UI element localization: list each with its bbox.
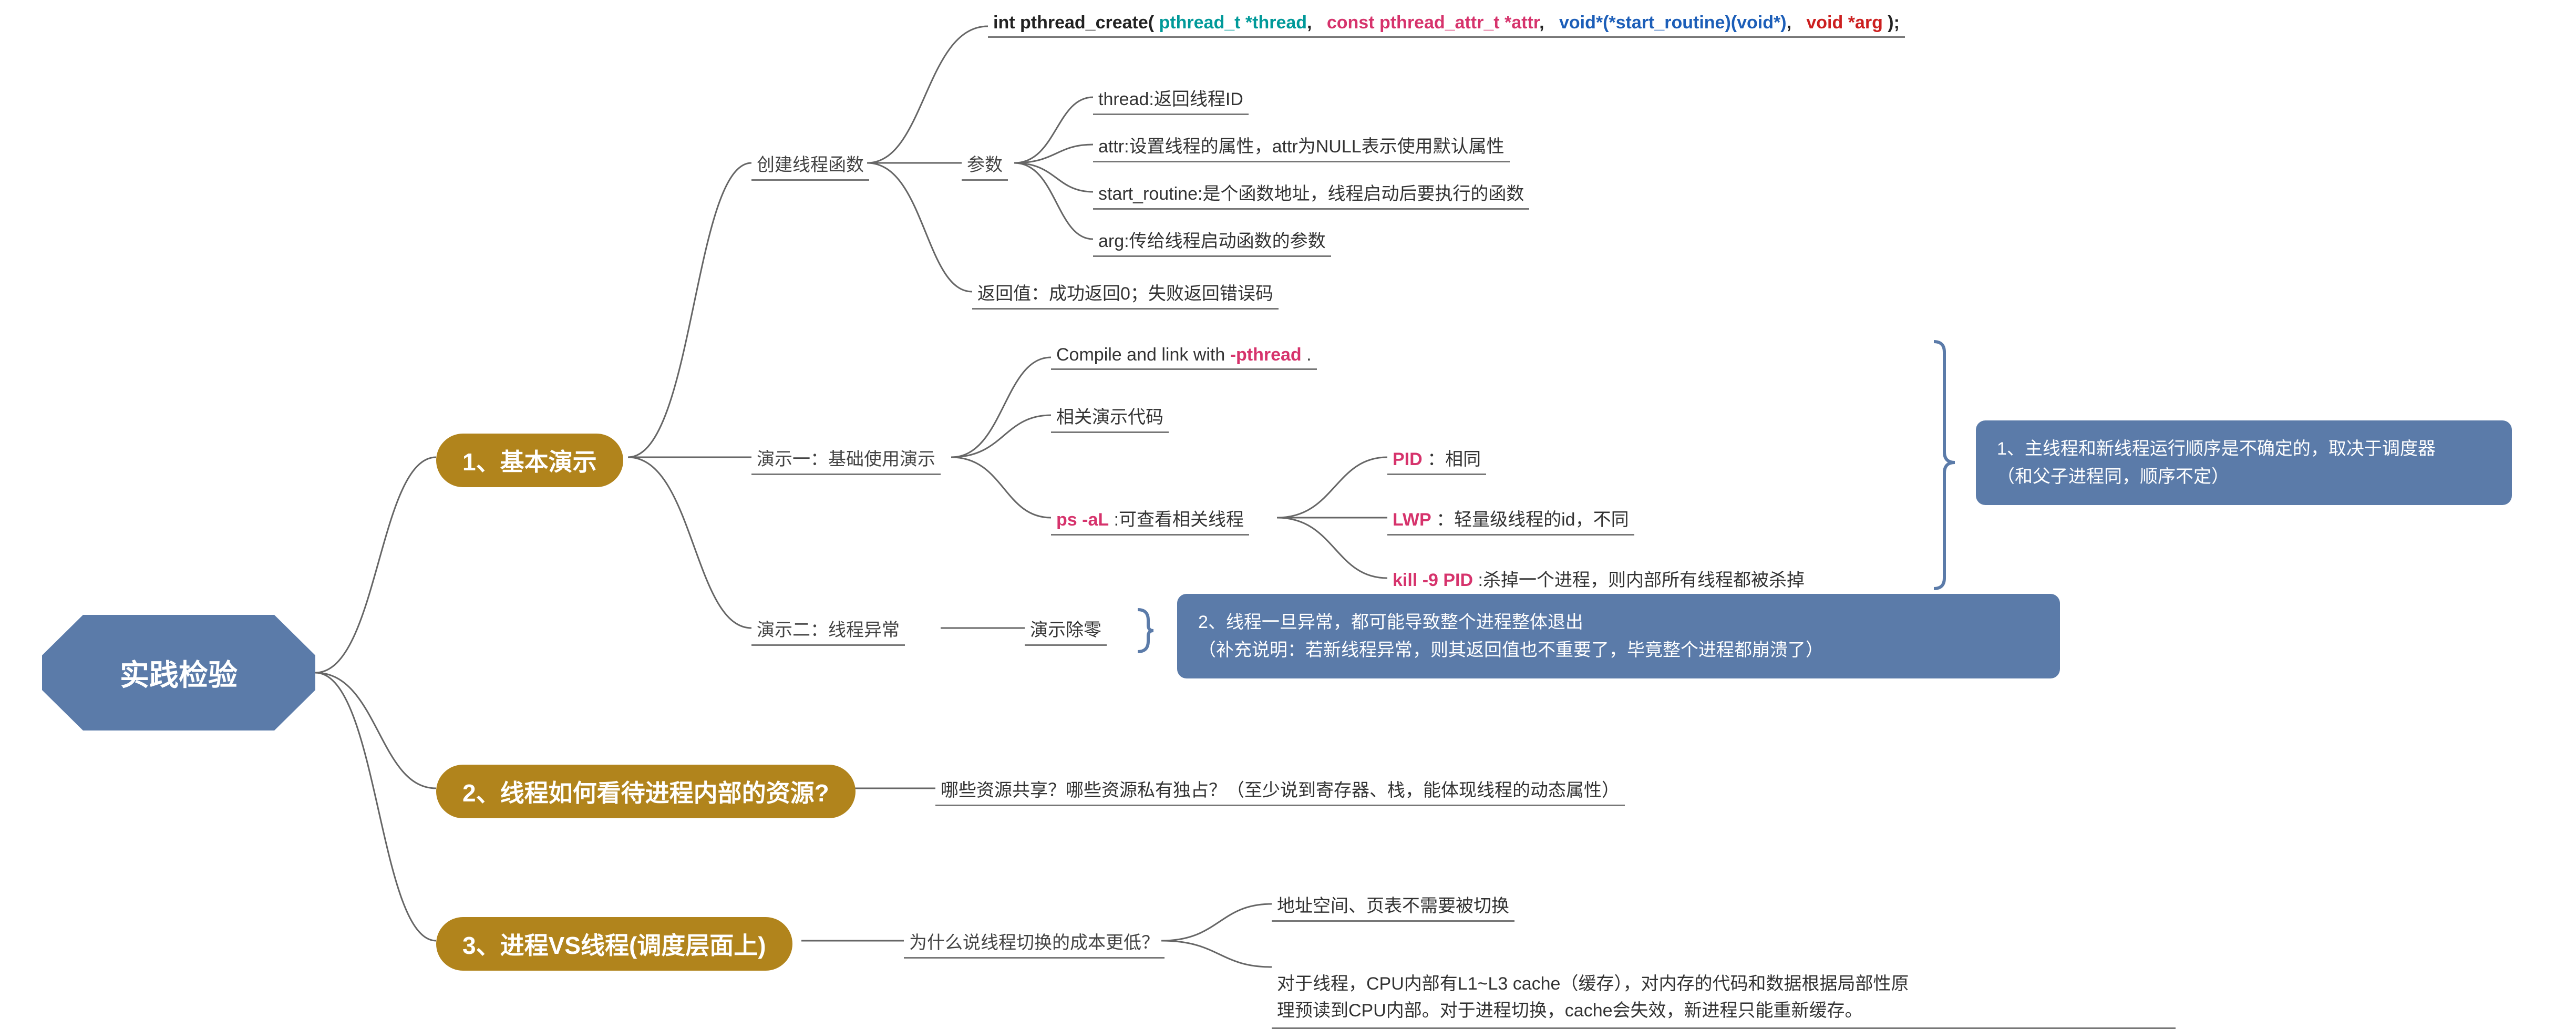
t3-a1: 地址空间、页表不需要被切换 — [1272, 888, 1514, 922]
demo1-ps: ps -aL :可查看相关线程 — [1051, 502, 1249, 536]
demo1-lwp-b: ：轻量级线程的id，不同 — [1436, 510, 1629, 530]
demo1-compile: Compile and link with -pthread . — [1051, 342, 1317, 370]
demo1-ps-a: ps -aL — [1056, 510, 1109, 530]
t2-leaf: 哪些资源共享？哪些资源私有独占？（至少说到寄存器、栈，能体现线程的动态属性） — [935, 773, 1625, 806]
demo1-note-l1: 1、主线程和新线程运行顺序是不确定的，取决于调度器 — [1997, 435, 2491, 463]
demo1-pid-a: PID — [1393, 449, 1423, 469]
param-arg: arg:传给线程启动函数的参数 — [1093, 223, 1331, 257]
demo1-code: 相关演示代码 — [1051, 399, 1169, 433]
demo2-note: 2、线程一旦异常，都可能导致整个进程整体退出 （补充说明：若新线程异常，则其返回… — [1177, 594, 2060, 678]
demo1-lwp: LWP ：轻量级线程的id，不同 — [1387, 502, 1634, 536]
demo1-kill-b: :杀掉一个进程，则内部所有线程都被杀掉 — [1478, 570, 1805, 590]
demo1-lwp-a: LWP — [1393, 510, 1431, 530]
demo2-note-l1: 2、线程一旦异常，都可能导致整个进程整体退出 — [1198, 609, 2039, 636]
demo1-pid: PID ：相同 — [1387, 441, 1486, 475]
t1-demo1-label: 演示一：基础使用演示 — [757, 449, 935, 469]
t1-params-label: 参数 — [967, 155, 1003, 175]
t1-create-fn-label: 创建线程函数 — [757, 155, 864, 175]
sig-p2: const pthread_attr_t *attr — [1327, 13, 1539, 33]
param-thread: thread:返回线程ID — [1093, 81, 1249, 115]
topic-3-label: 3、进程VS线程(调度层面上) — [462, 932, 766, 959]
topic-1: 1、基本演示 — [436, 434, 623, 487]
sig-p3: void*(*start_routine)(void*) — [1559, 13, 1787, 33]
topic-3: 3、进程VS线程(调度层面上) — [436, 917, 792, 971]
demo1-pid-b: ：相同 — [1427, 449, 1481, 469]
demo1-kill: kill -9 PID :杀掉一个进程，则内部所有线程都被杀掉 — [1387, 562, 1810, 596]
t1-params: 参数 — [962, 147, 1008, 181]
param-attr: attr:设置线程的属性，attr为NULL表示使用默认属性 — [1093, 129, 1510, 162]
demo1-compile-b: -pthread — [1230, 345, 1302, 365]
demo1-note: 1、主线程和新线程运行顺序是不确定的，取决于调度器 （和父子进程同，顺序不定） — [1976, 420, 2512, 505]
t1-demo2: 演示二：线程异常 — [751, 612, 905, 646]
demo1-ps-b: :可查看相关线程 — [1114, 510, 1244, 530]
topic-2: 2、线程如何看待进程内部的资源? — [436, 765, 856, 818]
demo2-note-l2: （补充说明：若新线程异常，则其返回值也不重要了，毕竟整个进程都崩溃了） — [1198, 636, 2039, 664]
root-label: 实践检验 — [120, 652, 238, 694]
demo1-kill-a: kill -9 PID — [1393, 570, 1473, 590]
sig-suffix: ); — [1888, 13, 1900, 33]
t1-demo2-label: 演示二：线程异常 — [757, 620, 900, 640]
topic-1-label: 1、基本演示 — [462, 448, 597, 476]
t3-a2-text: 对于线程，CPU内部有L1~L3 cache（缓存），对内存的代码和数据根据局部… — [1277, 974, 1909, 1021]
t1-create-fn: 创建线程函数 — [751, 147, 869, 181]
demo1-note-l2: （和父子进程同，顺序不定） — [1997, 463, 2491, 491]
demo1-compile-c: . — [1306, 345, 1311, 365]
sig-p1: pthread_t *thread — [1159, 13, 1307, 33]
t3-a2: 对于线程，CPU内部有L1~L3 cache（缓存），对内存的代码和数据根据局部… — [1272, 941, 2176, 1029]
t1-demo1: 演示一：基础使用演示 — [751, 441, 941, 475]
return-val: 返回值：成功返回0；失败返回错误码 — [972, 276, 1279, 310]
sig-p4: void *arg — [1806, 13, 1882, 33]
pthread-create-signature: int pthread_create( pthread_t *thread, c… — [988, 9, 1905, 38]
demo2-leaf: 演示除零 — [1025, 612, 1107, 646]
sig-prefix: int pthread_create( — [993, 13, 1154, 33]
topic-2-label: 2、线程如何看待进程内部的资源? — [462, 779, 829, 807]
param-start: start_routine:是个函数地址，线程启动后要执行的函数 — [1093, 176, 1529, 210]
t3-q: 为什么说线程切换的成本更低？ — [904, 925, 1165, 959]
root-node: 实践检验 — [42, 615, 315, 730]
demo1-compile-a: Compile and link with — [1056, 345, 1230, 365]
